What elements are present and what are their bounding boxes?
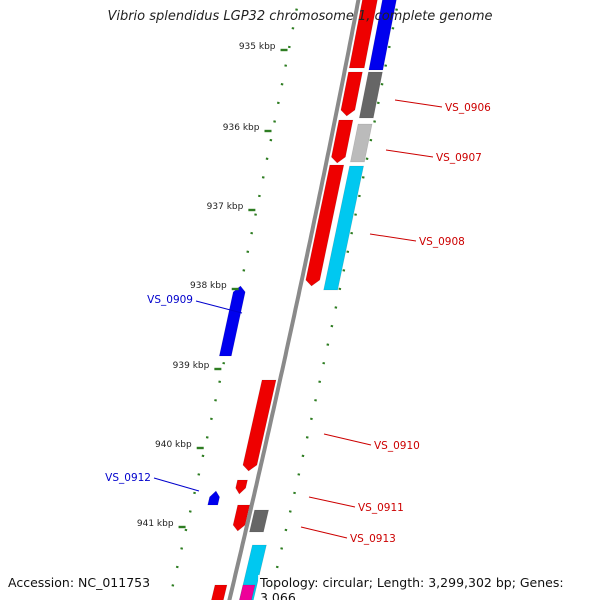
callout-line [385,149,434,158]
gene-label: VS_0911 [358,502,404,514]
gene-block-top [348,0,378,69]
kbp-ruler: 935 kbp 936 kbp 937 kbp 938 kbp 939 kbp 940 k… [137,42,288,529]
gene-block-vs0913 [232,504,251,532]
category-block-lightgray [350,123,373,163]
accession-text: Accession: NC_011753 [6,575,153,590]
category-block-magenta [239,584,256,600]
kbp-label: 937 kbp [207,202,244,212]
gene-block-vs0910 [242,379,277,472]
category-block-darkgray [358,71,383,119]
callout-line [195,300,243,314]
gene-label: VS_0913 [350,533,396,545]
gene-block-vs0912 [207,490,220,506]
category-block-darkgray-2 [249,509,269,533]
chromosome-backbone [227,0,361,600]
callout-line [308,496,356,508]
category-block-blue [368,0,397,71]
gene-label: VS_0908 [419,236,465,248]
callout-line [323,433,372,446]
gene-block-bottom-red [211,584,228,600]
kbp-label: 941 kbp [137,519,174,529]
kbp-label: 940 kbp [155,440,192,450]
kbp-label: 935 kbp [239,42,276,52]
callout-line [394,99,443,108]
genome-summary-text: Topology: circular; Length: 3,299,302 bp… [258,575,600,600]
callout-line [369,233,417,242]
kbp-label: 938 kbp [190,281,227,291]
map-title: Vibrio splendidus LGP32 chromosome 1, co… [107,9,493,24]
gene-block-vs0908 [305,164,345,287]
kbp-label: 936 kbp [223,123,260,133]
callout-line [300,526,348,539]
category-block-cyan [323,165,364,291]
callout-line [153,477,200,492]
gene-label: VS_0912 [105,472,151,484]
gene-block-vs0907 [331,119,354,164]
gene-label: VS_0907 [436,152,482,164]
gene-callouts: VS_0906 VS_0907 VS_0908 VS_0909 VS_0910 VS_09… [105,99,491,545]
gene-block-vs0909 [218,285,246,357]
gene-label: VS_0909 [147,294,193,306]
gene-label: VS_0906 [445,102,491,114]
gene-block-vs0911 [235,479,248,495]
backbone-line [227,0,361,600]
kbp-label: 939 kbp [173,361,210,371]
gene-label: VS_0910 [374,440,420,452]
gene-block-vs0906 [340,71,363,117]
feature-blocks [207,0,397,600]
